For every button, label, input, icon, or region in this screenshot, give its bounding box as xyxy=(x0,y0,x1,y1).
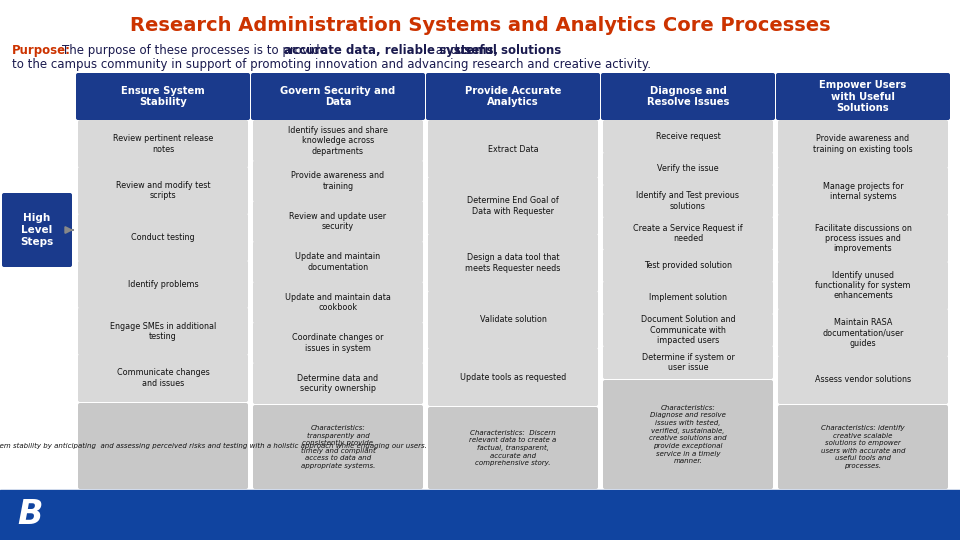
Text: Ensure System
Stability: Ensure System Stability xyxy=(121,86,204,107)
Text: Characteristics:
Diagnose and resolve
issues with tested,
verified, sustainable,: Characteristics: Diagnose and resolve is… xyxy=(649,405,727,464)
Text: Update and maintain
documentation: Update and maintain documentation xyxy=(296,252,380,272)
Text: Characteristics:  ensure system stability by anticipating  and assessing perceiv: Characteristics: ensure system stability… xyxy=(0,443,426,449)
Text: Determine data and
security ownership: Determine data and security ownership xyxy=(298,374,378,393)
FancyBboxPatch shape xyxy=(76,73,250,120)
FancyBboxPatch shape xyxy=(78,403,248,489)
Text: B: B xyxy=(17,498,43,531)
Text: useful solutions: useful solutions xyxy=(452,44,562,57)
FancyBboxPatch shape xyxy=(251,73,425,120)
Text: Create a Service Request if
needed: Create a Service Request if needed xyxy=(634,224,743,243)
Text: Facilitate discussions on
process issues and
improvements: Facilitate discussions on process issues… xyxy=(815,224,911,253)
FancyBboxPatch shape xyxy=(603,314,773,347)
Text: Characteristics:  Discern
relevant data to create a
factual, transparent,
accura: Characteristics: Discern relevant data t… xyxy=(469,430,557,466)
Text: Identify and Test previous
solutions: Identify and Test previous solutions xyxy=(636,191,739,211)
FancyBboxPatch shape xyxy=(253,241,423,283)
FancyBboxPatch shape xyxy=(78,260,248,308)
FancyBboxPatch shape xyxy=(78,307,248,355)
FancyBboxPatch shape xyxy=(778,214,948,262)
FancyBboxPatch shape xyxy=(426,73,600,120)
FancyBboxPatch shape xyxy=(253,201,423,242)
Text: Design a data tool that
meets Requester needs: Design a data tool that meets Requester … xyxy=(466,253,561,273)
Text: Review and modify test
scripts: Review and modify test scripts xyxy=(116,181,210,200)
Text: Implement solution: Implement solution xyxy=(649,293,727,302)
Text: Characteristics: identify
creative scalable
solutions to empower
users with accu: Characteristics: identify creative scala… xyxy=(821,425,905,469)
FancyBboxPatch shape xyxy=(778,356,948,404)
Text: to the campus community in support of promoting innovation and advancing researc: to the campus community in support of pr… xyxy=(12,58,651,71)
Text: Provide awareness and
training on existing tools: Provide awareness and training on existi… xyxy=(813,134,913,154)
Text: Govern Security and
Data: Govern Security and Data xyxy=(280,86,396,107)
FancyBboxPatch shape xyxy=(778,167,948,215)
Text: and: and xyxy=(432,44,458,57)
Text: Maintain RASA
documentation/user
guides: Maintain RASA documentation/user guides xyxy=(823,318,903,348)
FancyBboxPatch shape xyxy=(428,291,598,349)
Text: Identify problems: Identify problems xyxy=(128,280,199,289)
Text: Review and update user
security: Review and update user security xyxy=(289,212,387,231)
Text: Coordinate changes or
issues in system: Coordinate changes or issues in system xyxy=(292,333,384,353)
Text: Provide awareness and
training: Provide awareness and training xyxy=(292,171,385,191)
Text: Extract Data: Extract Data xyxy=(488,145,539,153)
Text: High
Level
Steps: High Level Steps xyxy=(20,213,54,247)
FancyBboxPatch shape xyxy=(428,177,598,235)
FancyBboxPatch shape xyxy=(428,407,598,489)
FancyBboxPatch shape xyxy=(78,120,248,168)
Text: Manage projects for
internal systems: Manage projects for internal systems xyxy=(823,181,903,201)
Text: Conduct testing: Conduct testing xyxy=(132,233,195,242)
FancyBboxPatch shape xyxy=(776,73,950,120)
Bar xyxy=(0,490,960,540)
Text: Receive request: Receive request xyxy=(656,132,720,141)
FancyBboxPatch shape xyxy=(603,152,773,186)
Text: Update tools as requested: Update tools as requested xyxy=(460,373,566,381)
Text: Verify the issue: Verify the issue xyxy=(658,164,719,173)
Text: Validate solution: Validate solution xyxy=(480,315,546,325)
FancyBboxPatch shape xyxy=(428,348,598,406)
FancyBboxPatch shape xyxy=(2,193,72,267)
Text: Purpose:: Purpose: xyxy=(12,44,71,57)
FancyBboxPatch shape xyxy=(253,160,423,202)
Text: Communicate changes
and issues: Communicate changes and issues xyxy=(116,368,209,388)
FancyBboxPatch shape xyxy=(428,120,598,178)
Text: Characteristics:
transparently and
consistently provide
timely and compliant
acc: Characteristics: transparently and consi… xyxy=(300,425,375,469)
FancyBboxPatch shape xyxy=(603,249,773,282)
FancyBboxPatch shape xyxy=(603,217,773,250)
Text: Identify issues and share
knowledge across
departments: Identify issues and share knowledge acro… xyxy=(288,126,388,156)
FancyBboxPatch shape xyxy=(253,120,423,161)
Text: Assess vendor solutions: Assess vendor solutions xyxy=(815,375,911,384)
FancyBboxPatch shape xyxy=(253,322,423,363)
FancyBboxPatch shape xyxy=(253,405,423,489)
Text: accurate data, reliable systems,: accurate data, reliable systems, xyxy=(280,44,498,57)
FancyBboxPatch shape xyxy=(778,405,948,489)
Text: Provide Accurate
Analytics: Provide Accurate Analytics xyxy=(465,86,562,107)
FancyBboxPatch shape xyxy=(603,281,773,314)
FancyBboxPatch shape xyxy=(428,234,598,292)
FancyBboxPatch shape xyxy=(253,362,423,404)
FancyBboxPatch shape xyxy=(778,261,948,309)
Text: Diagnose and
Resolve Issues: Diagnose and Resolve Issues xyxy=(647,86,730,107)
FancyBboxPatch shape xyxy=(778,309,948,357)
FancyBboxPatch shape xyxy=(78,167,248,215)
Text: Research Administration Systems and Analytics Core Processes: Research Administration Systems and Anal… xyxy=(130,16,830,35)
FancyBboxPatch shape xyxy=(603,185,773,218)
FancyBboxPatch shape xyxy=(78,354,248,402)
FancyBboxPatch shape xyxy=(778,120,948,168)
Text: Engage SMEs in additional
testing: Engage SMEs in additional testing xyxy=(109,321,216,341)
FancyBboxPatch shape xyxy=(603,380,773,489)
Text: Determine End Goal of
Data with Requester: Determine End Goal of Data with Requeste… xyxy=(468,197,559,215)
Text: Document Solution and
Communicate with
impacted users: Document Solution and Communicate with i… xyxy=(640,315,735,345)
FancyBboxPatch shape xyxy=(253,282,423,323)
FancyBboxPatch shape xyxy=(603,346,773,379)
FancyBboxPatch shape xyxy=(601,73,775,120)
Text: Empower Users
with Useful
Solutions: Empower Users with Useful Solutions xyxy=(820,80,906,113)
FancyBboxPatch shape xyxy=(603,120,773,153)
Text: Update and maintain data
cookbook: Update and maintain data cookbook xyxy=(285,293,391,312)
FancyBboxPatch shape xyxy=(78,214,248,261)
Text: Identify unused
functionality for system
enhancements: Identify unused functionality for system… xyxy=(815,271,911,300)
Text: Test provided solution: Test provided solution xyxy=(644,261,732,270)
Text: Review pertinent release
notes: Review pertinent release notes xyxy=(113,134,213,153)
Text: The purpose of these processes is to provide: The purpose of these processes is to pro… xyxy=(62,44,326,57)
Text: Determine if system or
user issue: Determine if system or user issue xyxy=(641,353,734,372)
